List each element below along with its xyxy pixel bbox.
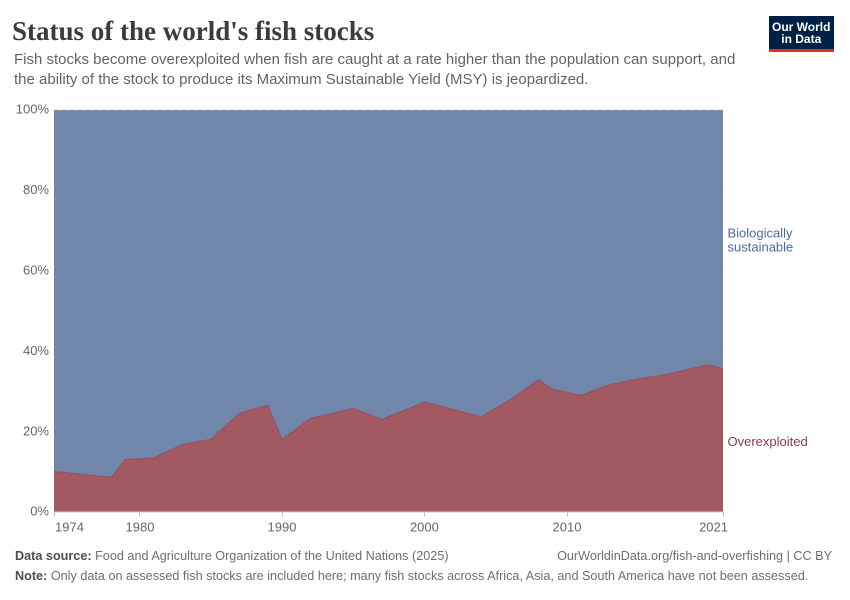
svg-text:40%: 40% [23,343,49,358]
svg-text:1990: 1990 [268,520,297,535]
svg-text:sustainable: sustainable [728,240,794,255]
svg-text:Overexploited: Overexploited [728,434,808,449]
svg-text:60%: 60% [23,263,49,278]
svg-text:20%: 20% [23,424,49,439]
svg-text:0%: 0% [30,504,49,519]
svg-text:100%: 100% [16,102,50,117]
svg-text:2000: 2000 [410,520,439,535]
svg-text:1974: 1974 [55,520,84,535]
svg-text:2021: 2021 [699,520,728,535]
svg-text:2010: 2010 [553,520,582,535]
svg-text:1980: 1980 [126,520,155,535]
svg-text:Biologically: Biologically [728,226,794,241]
svg-text:80%: 80% [23,182,49,197]
